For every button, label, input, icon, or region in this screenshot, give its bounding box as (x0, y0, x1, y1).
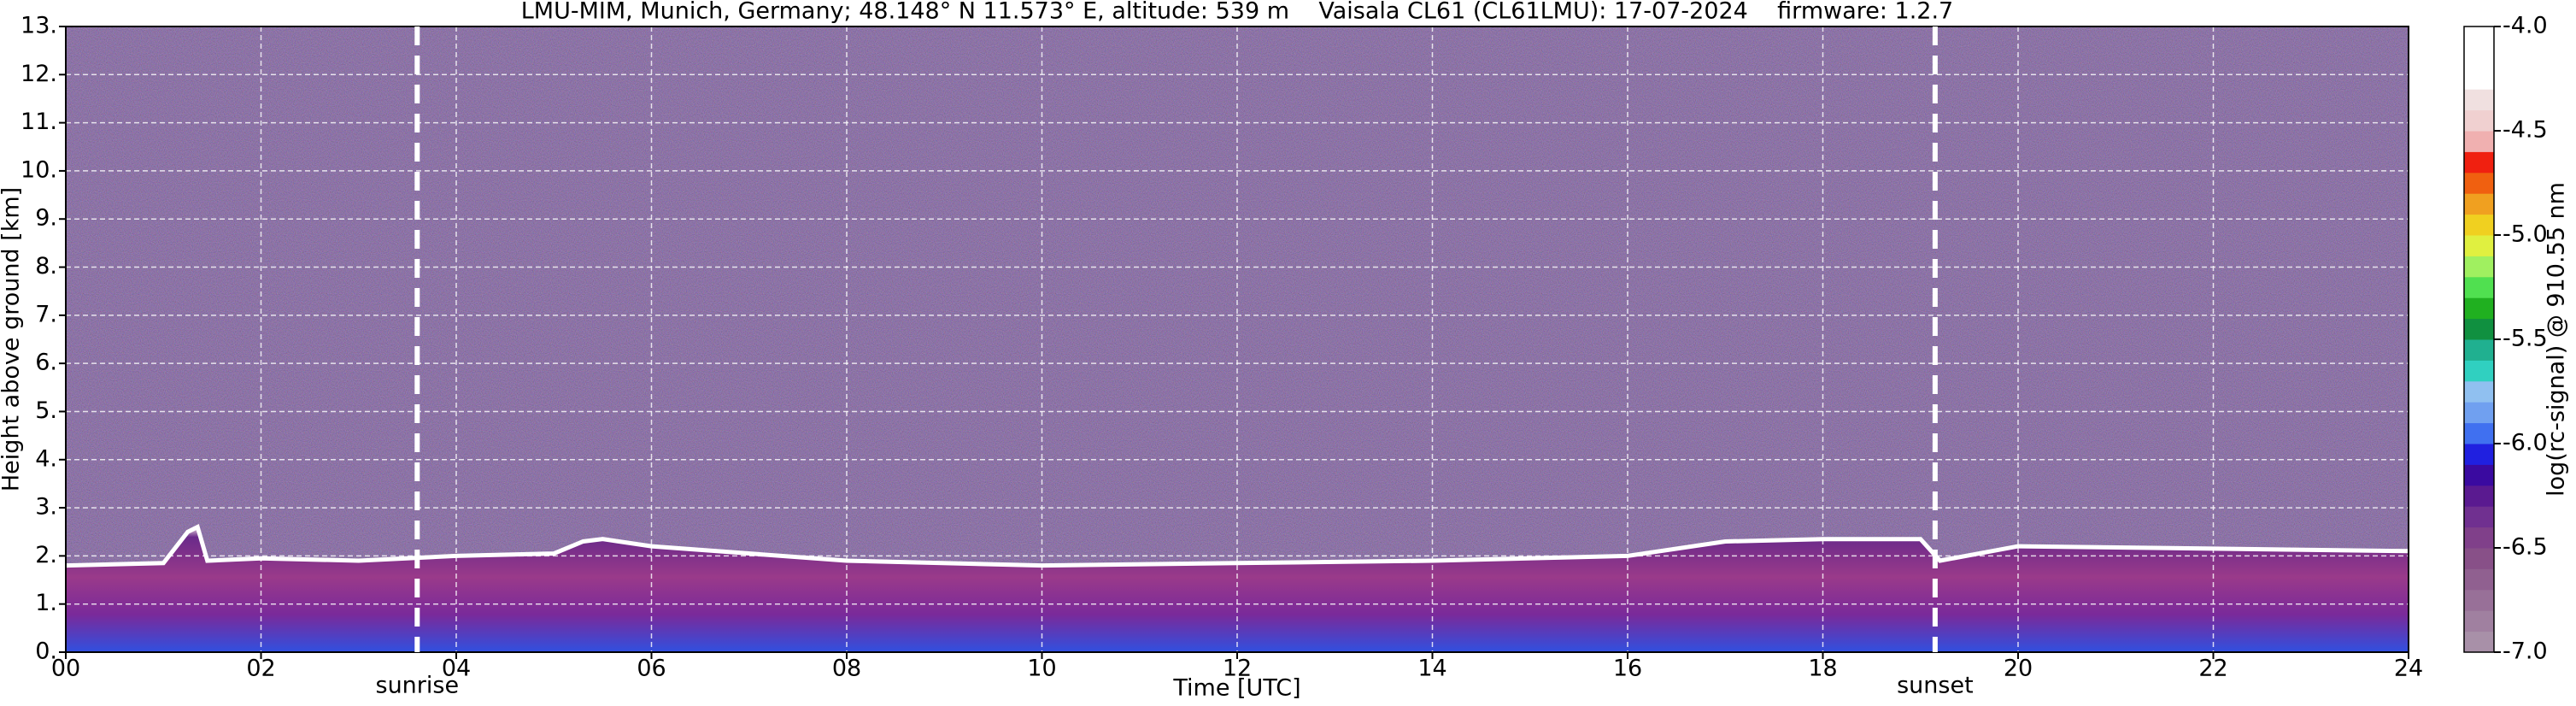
colorbar-swatch (2464, 339, 2494, 361)
x-tick-label: 10 (1027, 656, 1056, 682)
x-tick-label: 18 (1808, 656, 1837, 682)
x-tick-label: 20 (2004, 656, 2033, 682)
x-tick-label: 04 (442, 656, 471, 682)
colorbar-swatch (2464, 256, 2494, 278)
colorbar-swatch (2464, 151, 2494, 174)
colorbar-tick-label: -6.0 (2503, 430, 2548, 456)
x-tick-label: 16 (1613, 656, 1642, 682)
plot-frame (65, 26, 2409, 653)
x-tick-label: 14 (1417, 656, 1446, 682)
colorbar-swatch (2464, 380, 2494, 403)
colorbar-swatch (2464, 527, 2494, 549)
y-axis-label: Height above ground [km] (0, 187, 25, 491)
colorbar-swatch (2464, 568, 2494, 591)
colorbar-swatch (2464, 131, 2494, 152)
event-label: sunrise (376, 673, 460, 699)
colorbar-label: log(rc-signal) @ 910.55 nm (2544, 182, 2570, 497)
colorbar-swatch (2464, 589, 2494, 611)
colorbar-swatch (2464, 109, 2494, 132)
x-tick-label: 08 (832, 656, 861, 682)
y-tick-label: 4. (35, 445, 57, 472)
colorbar-swatch (2464, 235, 2494, 256)
colorbar-swatch (2464, 422, 2494, 444)
y-tick-label: 1. (35, 590, 57, 616)
colorbar-swatch (2464, 276, 2494, 298)
colorbar-swatch (2464, 360, 2494, 382)
colorbar-swatch (2464, 485, 2494, 507)
y-tick-label: 3. (35, 494, 57, 521)
colorbar-swatch (2464, 318, 2494, 340)
colorbar-swatch (2464, 297, 2494, 320)
colorbar-swatch (2464, 631, 2494, 653)
colorbar-tick-label: -4.0 (2503, 13, 2548, 39)
y-tick-label: 13. (21, 13, 57, 39)
colorbar-swatch (2464, 47, 2494, 69)
colorbar-tick-label: -7.0 (2503, 638, 2548, 665)
axes: 00 02 04 06 08 10 12 14 16 18 20 22 24 0. 1. 2. 3. 4. 5. 6.… (21, 13, 2423, 699)
colorbar: -7.0 -6.5 -6.0 -5.5 -5.0 -4.5 -4.0 (2463, 13, 2548, 665)
event-label: sunset (1897, 673, 1974, 699)
colorbar-swatch (2464, 444, 2494, 465)
colorbar-swatch (2464, 68, 2494, 90)
colorbar-swatch (2464, 464, 2494, 486)
x-tick-label: 12 (1223, 656, 1252, 682)
colorbar-swatch (2464, 506, 2494, 528)
x-tick-label: 24 (2394, 656, 2423, 682)
y-tick-label: 0. (35, 638, 57, 665)
y-tick-label: 11. (21, 109, 57, 135)
x-tick-label: 00 (51, 656, 80, 682)
colorbar-swatch (2464, 548, 2494, 569)
y-tick-label: 9. (35, 205, 57, 232)
colorbar-swatch (2464, 172, 2494, 194)
colorbar-tick-label: -5.0 (2503, 221, 2548, 248)
chart-title: LMU-MIM, Munich, Germany; 48.148° N 11.5… (521, 0, 1954, 25)
y-tick-label: 6. (35, 350, 57, 376)
colorbar-swatch (2464, 193, 2494, 215)
colorbar-swatch (2464, 26, 2494, 48)
colorbar-swatch (2464, 214, 2494, 236)
colorbar-tick-label: -6.5 (2503, 534, 2548, 561)
y-tick-label: 5. (35, 397, 57, 424)
x-tick-label: 06 (637, 656, 666, 682)
colorbar-swatch (2464, 402, 2494, 424)
y-tick-label: 10. (21, 156, 57, 183)
y-tick-label: 12. (21, 61, 57, 87)
colorbar-tick-label: -5.5 (2503, 326, 2548, 352)
x-axis-label: Time [UTC] (1172, 675, 1300, 702)
colorbar-tick-label: -4.5 (2503, 117, 2548, 144)
y-tick-label: 2. (35, 542, 57, 568)
layer-top (65, 524, 2409, 568)
colorbar-swatch (2464, 89, 2494, 111)
x-tick-label: 22 (2198, 656, 2227, 682)
colorbar-swatch (2464, 610, 2494, 632)
x-tick-label: 02 (246, 656, 275, 682)
y-tick-label: 8. (35, 253, 57, 279)
y-tick-label: 7. (35, 301, 57, 327)
